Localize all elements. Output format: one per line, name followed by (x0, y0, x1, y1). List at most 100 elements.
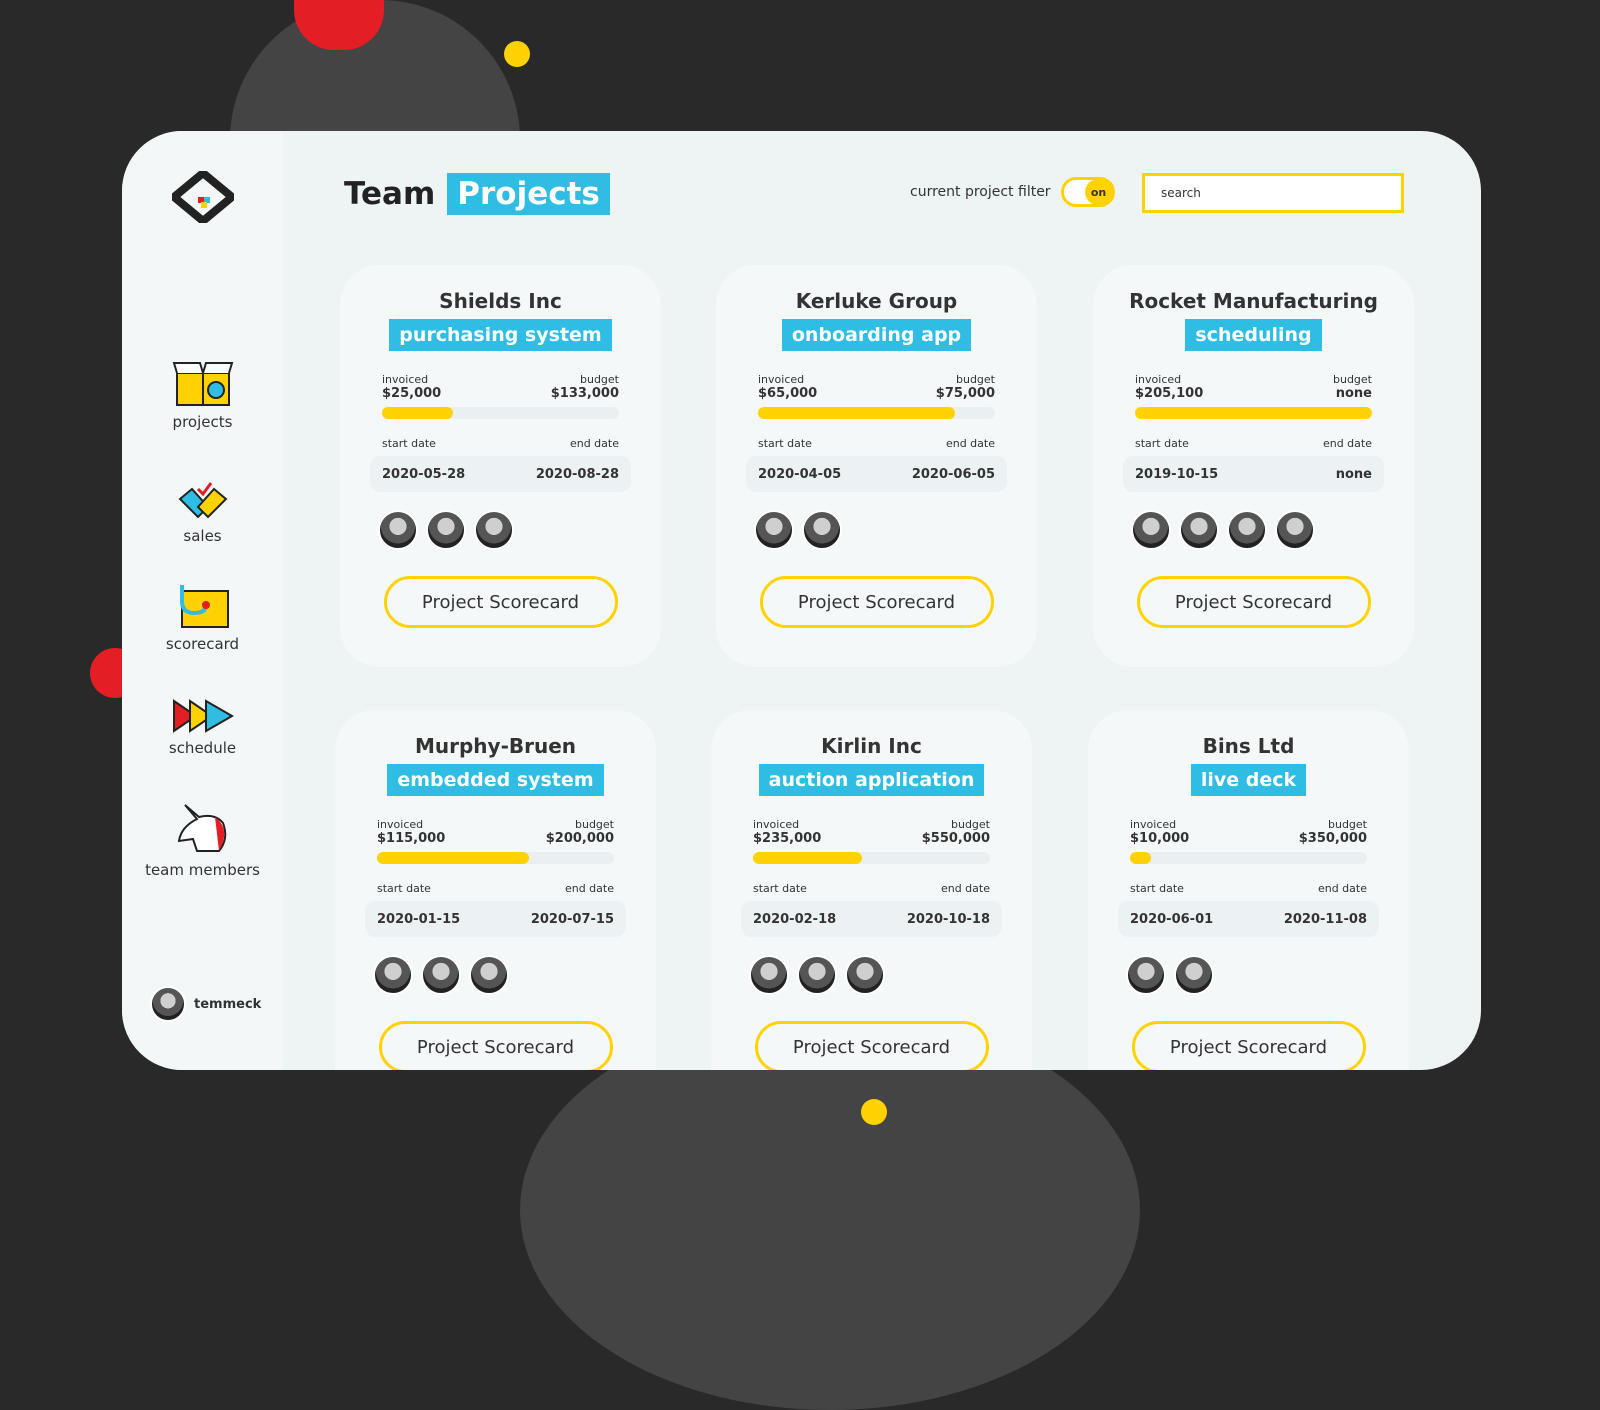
project-filter: current project filter on (910, 177, 1115, 207)
project-name: purchasing system (389, 319, 612, 351)
team-avatars (711, 955, 1032, 995)
avatar (749, 955, 789, 995)
invoiced-progress-bar (753, 852, 990, 864)
sidebar-item-label: team members (145, 861, 260, 879)
invoiced-label: invoiced (382, 373, 429, 386)
company-name: Murphy-Bruen (414, 734, 577, 758)
avatar (1275, 510, 1315, 550)
budget-label: budget (1328, 818, 1367, 831)
project-scorecard-button[interactable]: Project Scorecard (1131, 1021, 1366, 1070)
team-avatars (340, 510, 661, 550)
start-date-label: start date (382, 437, 436, 450)
team-avatars (335, 955, 656, 995)
sidebar-item-projects[interactable]: projects (122, 333, 283, 459)
team-avatars (1093, 510, 1414, 550)
team-avatars (716, 510, 1037, 550)
stethoscope-icon (179, 585, 229, 628)
sidebar-item-label: projects (172, 413, 233, 431)
end-date: 2020-08-28 (535, 466, 619, 482)
project-card: Rocket Manufacturing scheduling invoiced… (1093, 265, 1414, 667)
progress-fill (382, 407, 454, 419)
yellow-dot (861, 1099, 887, 1125)
avatar (1126, 955, 1166, 995)
invoiced-value: $10,000 (1130, 831, 1190, 846)
date-range: 2019-10-15 none (1123, 456, 1384, 492)
project-card: Bins Ltd live deck invoiced $10,000 budge… (1088, 710, 1409, 1070)
end-date-label: end date (1322, 437, 1372, 450)
project-name: scheduling (1185, 319, 1322, 351)
user-profile[interactable]: temmeck (150, 986, 261, 1022)
username: temmeck (194, 996, 262, 1012)
invoiced-value: $115,000 (377, 831, 446, 846)
filter-label: current project filter (910, 184, 1051, 200)
end-date: 2020-11-08 (1283, 911, 1367, 927)
avatar (1131, 510, 1171, 550)
start-date-label: start date (1130, 882, 1184, 895)
invoiced-value: $25,000 (382, 386, 442, 401)
start-date: 2020-06-01 (1130, 911, 1214, 927)
avatar (802, 510, 842, 550)
logo-icon (172, 171, 234, 223)
page-title: Team Projects (344, 173, 610, 215)
project-name: onboarding app (781, 319, 972, 351)
sidebar-item-sales[interactable]: sales (122, 481, 283, 545)
avatar (1227, 510, 1267, 550)
invoiced-progress-bar (758, 407, 995, 419)
sidebar-item-label: scorecard (165, 635, 240, 653)
project-name: auction application (758, 764, 985, 796)
budget-value: $200,000 (545, 831, 614, 846)
end-date: 2020-07-15 (530, 911, 614, 927)
start-date: 2020-04-05 (758, 466, 842, 482)
invoiced-label: invoiced (1135, 373, 1182, 386)
start-date: 2020-01-15 (377, 911, 461, 927)
avatar (421, 955, 461, 995)
project-scorecard-button[interactable]: Project Scorecard (1136, 576, 1371, 628)
toggle-knob: on (1084, 179, 1113, 205)
budget-label: budget (580, 373, 619, 386)
progress-fill (1135, 407, 1372, 419)
handshake-icon (178, 482, 227, 519)
end-date-label: end date (1317, 882, 1367, 895)
progress-fill (377, 852, 529, 864)
end-date: none (1335, 466, 1372, 482)
invoiced-value: $65,000 (758, 386, 818, 401)
project-card: Kerluke Group onboarding app invoiced $65… (716, 265, 1037, 667)
invoiced-label: invoiced (1130, 818, 1177, 831)
start-date-label: start date (1135, 437, 1189, 450)
search-input[interactable] (1142, 173, 1404, 213)
start-date-label: start date (758, 437, 812, 450)
sidebar-item-label: schedule (168, 739, 237, 757)
sidebar-item-team-members[interactable]: team members (122, 803, 283, 879)
project-card: Kirlin Inc auction application invoiced $… (711, 710, 1032, 1070)
avatar (426, 510, 466, 550)
company-name: Kerluke Group (795, 289, 958, 313)
sidebar-item-scorecard[interactable]: scorecard (122, 583, 283, 653)
end-date-label: end date (569, 437, 619, 450)
sidebar-item-schedule[interactable]: schedule (122, 699, 283, 757)
yellow-dot (504, 41, 530, 67)
company-name: Bins Ltd (1202, 734, 1295, 758)
avatar (1179, 510, 1219, 550)
date-range: 2020-02-18 2020-10-18 (741, 901, 1002, 937)
end-date: 2020-06-05 (911, 466, 995, 482)
project-scorecard-button[interactable]: Project Scorecard (378, 1021, 613, 1070)
project-name: live deck (1190, 764, 1307, 796)
project-scorecard-button[interactable]: Project Scorecard (759, 576, 994, 628)
project-scorecard-button[interactable]: Project Scorecard (383, 576, 618, 628)
invoiced-progress-bar (1130, 852, 1367, 864)
invoiced-progress-bar (1135, 407, 1372, 419)
invoiced-value: $235,000 (753, 831, 822, 846)
date-range: 2020-01-15 2020-07-15 (365, 901, 626, 937)
filter-toggle[interactable]: on (1060, 177, 1115, 207)
end-date-label: end date (945, 437, 995, 450)
title-team: Team (344, 176, 436, 212)
company-name: Shields Inc (439, 289, 562, 313)
unicorn-icon (177, 804, 226, 852)
budget-label: budget (575, 818, 614, 831)
project-scorecard-button[interactable]: Project Scorecard (754, 1021, 989, 1070)
budget-value: $75,000 (935, 386, 995, 401)
start-date-label: start date (377, 882, 431, 895)
progress-fill (758, 407, 955, 419)
date-range: 2020-04-05 2020-06-05 (746, 456, 1007, 492)
invoiced-progress-bar (377, 852, 614, 864)
